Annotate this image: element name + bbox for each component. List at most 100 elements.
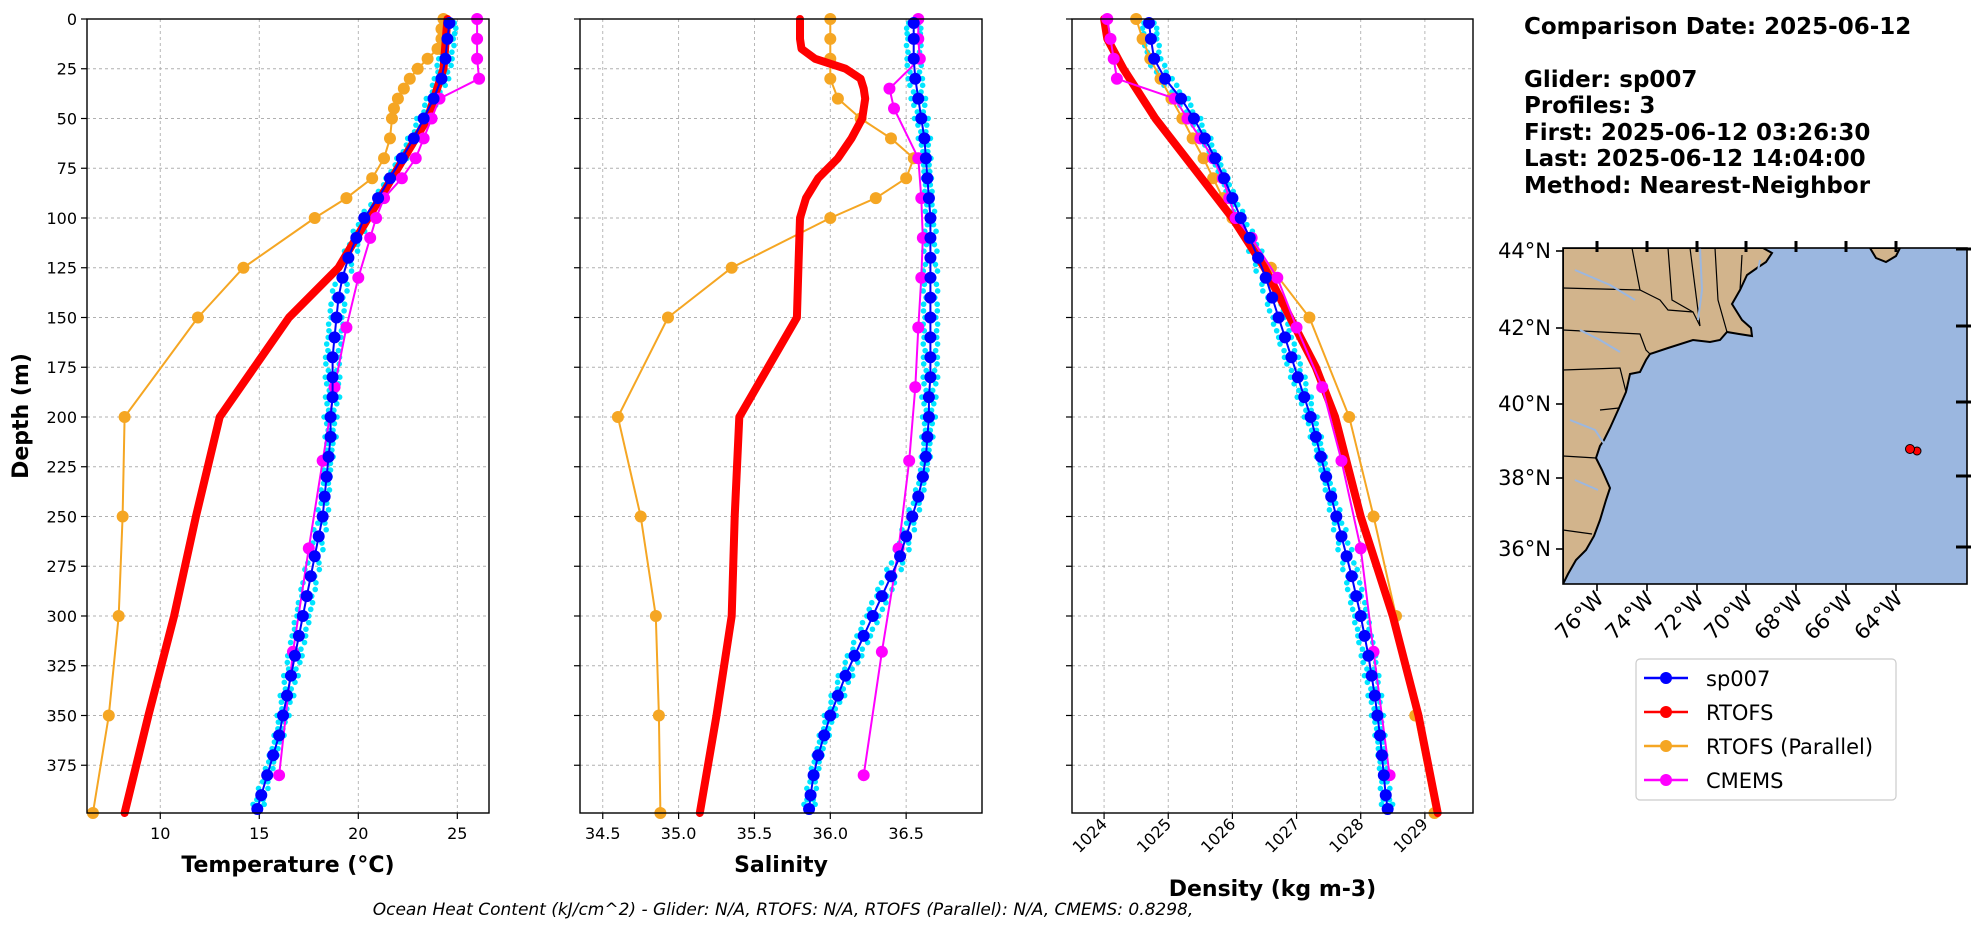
glider-profile-point	[910, 89, 917, 95]
glider-profile-point	[920, 288, 926, 294]
y-tick-label: 100	[46, 209, 77, 228]
glider-profile-point	[324, 400, 330, 407]
glider-profile-point	[1253, 268, 1259, 274]
series-point	[352, 271, 365, 284]
series-point	[884, 570, 897, 583]
glider-profile-point	[1361, 599, 1368, 606]
series-point	[1335, 454, 1348, 467]
series-point	[824, 32, 837, 45]
series-point	[824, 72, 837, 85]
x-tick-label: 1027	[1261, 814, 1303, 856]
x-tick-label: 1026	[1197, 814, 1239, 856]
series-point	[907, 16, 920, 29]
series-point	[1110, 72, 1123, 85]
series-point	[395, 172, 408, 185]
glider-profile-point	[1360, 659, 1367, 666]
panel-salinity: 34.5 35.0 35.5 36.0 36.5 Salinity	[574, 13, 983, 878]
glider-profile-point	[1351, 560, 1357, 566]
series-point	[912, 490, 925, 503]
series-point	[471, 32, 484, 45]
glider-profile-point	[934, 361, 940, 367]
legend-item-sp007: sp007	[1644, 667, 1770, 691]
x-tick-label: 10	[150, 824, 170, 843]
glider-profile-point	[842, 659, 849, 666]
glider-profile-point	[1326, 507, 1333, 513]
glider-profile-point	[413, 122, 419, 128]
glider-profile-point	[1199, 122, 1205, 128]
glider-profile-point	[920, 341, 927, 347]
series-point	[118, 410, 131, 423]
glider-profile-point	[921, 400, 927, 407]
glider-profile-point	[325, 347, 331, 354]
glider-profile-point	[301, 639, 308, 646]
glider-profile-point	[920, 361, 927, 367]
glider-profile-point	[905, 49, 911, 55]
glider-profile-point	[1338, 520, 1345, 526]
glider-profile-point	[1266, 308, 1273, 314]
glider-profile-point	[1354, 566, 1361, 573]
glider-profile-point	[453, 25, 459, 32]
glider-profile-point	[305, 619, 312, 626]
series-point	[473, 72, 486, 85]
series-point	[288, 649, 301, 662]
glider-profile-point	[326, 327, 332, 334]
series-point	[328, 381, 341, 394]
glider-profile-point	[904, 62, 911, 69]
series-point	[1375, 749, 1388, 762]
glider-profile-point	[903, 42, 910, 49]
glider-location-marker	[1905, 444, 1922, 456]
x-tick-label: 1024	[1069, 814, 1111, 856]
glider-profile-point	[859, 646, 866, 652]
glider-profile-point	[828, 699, 834, 706]
panel-temperature: 0 25 50 75 100 125 150 175 200 225 250 275 300 325 350…	[9, 10, 490, 878]
y-tick-label: 300	[46, 607, 77, 626]
glider-profile-point	[869, 626, 876, 633]
series-point	[857, 769, 870, 782]
glider-profile-point	[1296, 387, 1302, 394]
series-point	[326, 371, 339, 384]
glider-profile-point	[278, 699, 285, 706]
map-rivers	[1569, 248, 1761, 491]
series-point	[907, 32, 920, 45]
series-point	[1354, 542, 1367, 555]
glider-profile-point	[1153, 25, 1160, 32]
glider-profile-point	[315, 507, 321, 513]
glider-profile-point	[323, 361, 329, 367]
series-point	[1243, 231, 1256, 244]
x-tick-label: 34.5	[585, 824, 621, 843]
glider-profile-point	[907, 82, 913, 89]
series-point	[1381, 803, 1394, 816]
glider-profile-point	[1297, 361, 1304, 367]
glider-profile-point	[314, 520, 321, 526]
series-point	[922, 192, 935, 205]
glider-profile-point	[933, 327, 940, 334]
series-point	[1354, 609, 1367, 622]
series-point	[1285, 351, 1298, 364]
series-point	[300, 590, 313, 603]
glider-profile-point	[335, 347, 342, 354]
glider-profile-point	[348, 268, 355, 274]
series-point	[848, 649, 861, 662]
series-point	[409, 152, 422, 165]
series-rtofs-parallel	[86, 13, 450, 819]
glider-profile-point	[920, 308, 927, 314]
glider-profile-point	[275, 719, 282, 725]
glider-profile-point	[822, 719, 828, 725]
glider-profile-point	[1277, 341, 1283, 347]
series-point	[431, 42, 444, 55]
glider-profile-point	[275, 745, 281, 752]
glider-profile-point	[934, 308, 941, 314]
series-point	[812, 749, 825, 762]
glider-profile-point	[919, 82, 926, 89]
glider-profile-point	[1349, 606, 1356, 613]
series-rtofs	[695, 15, 870, 817]
series-point	[924, 311, 937, 324]
glider-profile-point	[934, 248, 940, 254]
glider-profile-point	[834, 679, 841, 686]
series-point	[652, 709, 665, 722]
series-point	[383, 172, 396, 185]
glider-profile-point	[451, 42, 457, 49]
glider-profile-point	[920, 301, 927, 308]
glider-profile-point	[898, 566, 905, 573]
